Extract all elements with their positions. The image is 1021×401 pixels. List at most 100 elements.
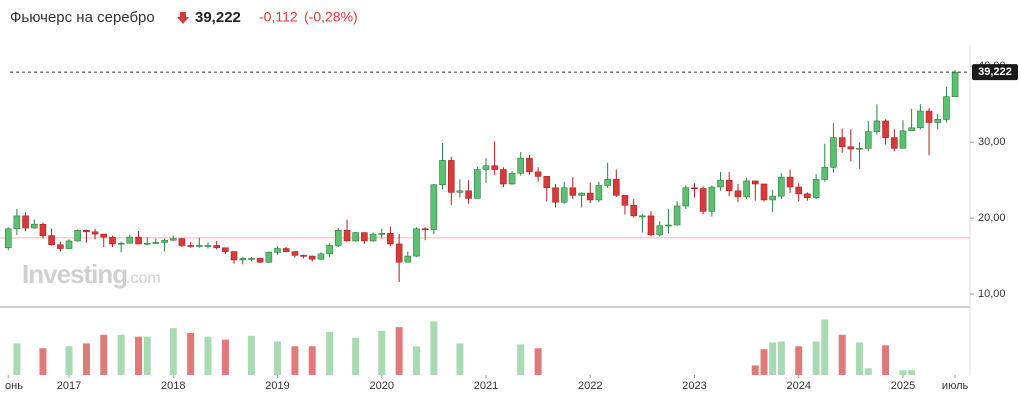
volume-bar — [274, 341, 282, 375]
volume-bar — [204, 336, 212, 375]
candle-body — [500, 169, 507, 185]
candle-body — [899, 130, 907, 149]
candle-body — [178, 238, 186, 246]
candle-body — [934, 119, 941, 123]
x-tick-label: онь — [5, 380, 23, 392]
candle-body — [908, 127, 915, 132]
candle-body — [639, 215, 646, 218]
x-tick-label: 2022 — [578, 380, 602, 392]
watermark-suffix: .com — [126, 270, 161, 287]
candle-body — [917, 110, 924, 129]
change: -0,112 — [259, 9, 298, 25]
candle-body — [352, 232, 359, 242]
x-tick-label: 2017 — [57, 380, 81, 392]
candle-body — [482, 165, 490, 170]
candle-body — [48, 235, 55, 246]
candle-body — [169, 238, 177, 241]
candle-body — [508, 173, 516, 185]
candle-body — [326, 245, 333, 255]
candle-body — [239, 258, 247, 261]
candle-body — [334, 229, 342, 246]
x-tick-label: 2021 — [474, 380, 498, 392]
candle-body — [308, 255, 316, 260]
watermark: Investing — [22, 259, 127, 289]
candle-body — [126, 236, 134, 244]
candle-body — [821, 166, 829, 180]
volume-bar — [412, 346, 420, 375]
x-tick-label: 2023 — [682, 380, 706, 392]
volume-bar — [187, 332, 195, 375]
volume-bar — [812, 341, 820, 375]
volume-bar — [100, 334, 108, 375]
volume-bar — [378, 330, 386, 375]
volume-bar — [395, 327, 403, 375]
candle-body — [256, 258, 264, 263]
candle-body — [734, 190, 742, 198]
candle-body — [925, 110, 933, 123]
candle-body — [543, 176, 551, 189]
volume-bar — [82, 343, 90, 375]
candle-body — [369, 233, 377, 242]
last-price: 39,222 — [195, 9, 241, 26]
candle-body — [22, 215, 29, 229]
volume-bar — [65, 346, 73, 375]
candle-body — [873, 120, 881, 132]
volume-bar — [308, 346, 316, 375]
candle-body — [864, 131, 872, 149]
candle-body — [760, 183, 768, 201]
volume-bar — [751, 365, 759, 375]
x-tick-label: 2019 — [265, 380, 289, 392]
candle-body — [430, 184, 438, 230]
candle-body — [291, 251, 299, 256]
candle-body — [230, 251, 238, 261]
candle-body — [595, 185, 603, 201]
volume-bar — [39, 348, 47, 375]
candle-body — [4, 228, 12, 249]
candle-body — [786, 176, 794, 188]
volume-bar — [534, 348, 542, 375]
candle-body — [447, 160, 455, 193]
candle-body — [109, 236, 116, 245]
volume-bar — [326, 331, 334, 375]
candle-body — [682, 187, 690, 207]
candle-body — [222, 247, 229, 252]
candle-body — [795, 186, 803, 195]
down-arrow — [177, 12, 189, 24]
candle-body — [586, 192, 594, 201]
candle-body — [361, 232, 368, 242]
candle-body — [465, 190, 472, 199]
volume-bar — [821, 319, 829, 375]
candle-body — [717, 179, 724, 188]
volume-bar — [221, 339, 229, 375]
x-tick-label: 2024 — [786, 380, 810, 392]
candle-body — [751, 180, 759, 185]
candle-body — [725, 179, 733, 192]
candle-body — [439, 160, 446, 186]
candle-body — [665, 224, 672, 227]
volume-bar — [517, 344, 525, 375]
candle-body — [204, 245, 212, 247]
y-tick-label: 10,00 — [978, 288, 1006, 300]
volume-bar — [352, 337, 360, 375]
volume-bar — [795, 346, 803, 375]
candle-body — [282, 248, 290, 252]
x-tick-label: 2025 — [891, 380, 915, 392]
candle-body — [560, 187, 568, 203]
candle-body — [647, 215, 655, 236]
candle-body — [161, 239, 168, 243]
volume-bar — [13, 343, 21, 375]
candle-body — [83, 229, 90, 233]
candle-body — [317, 253, 325, 260]
candle-body — [395, 243, 403, 263]
candle-body — [91, 231, 99, 235]
volume-bar — [169, 328, 177, 375]
candle-body — [882, 120, 889, 138]
candle-body — [474, 169, 481, 199]
volume-bar — [899, 370, 907, 375]
change-percent: (-0,28%) — [304, 9, 358, 25]
candle-body — [265, 252, 273, 263]
candle-body — [691, 187, 698, 190]
last-price-tag — [972, 64, 1018, 81]
volume-bar — [838, 334, 846, 375]
candle-body — [812, 179, 820, 198]
